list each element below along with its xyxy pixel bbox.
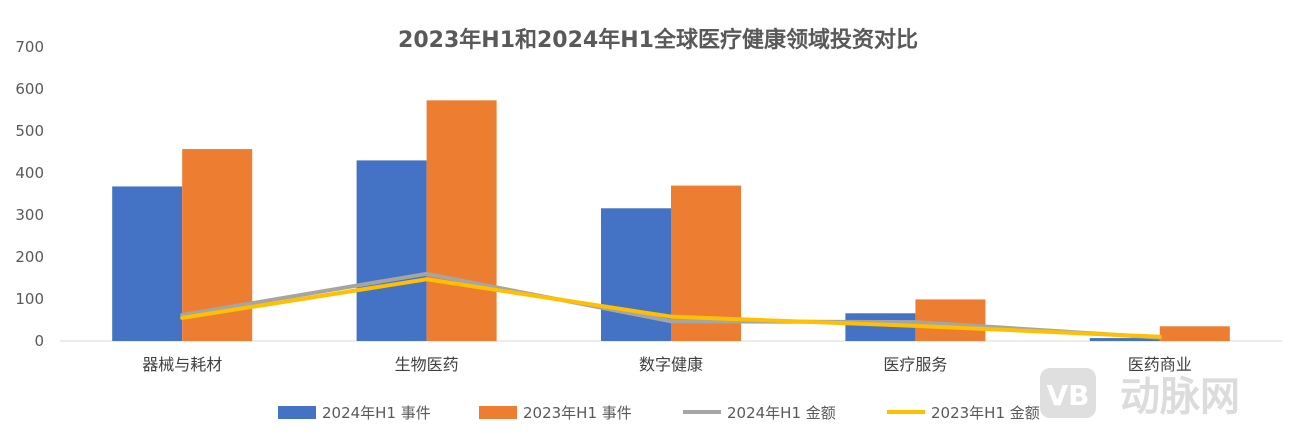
y-tick-label: 400 <box>15 164 44 182</box>
lines <box>180 271 1162 340</box>
watermark-logo-text: VB <box>1046 379 1089 412</box>
x-category-label: 器械与耗材 <box>142 355 222 374</box>
legend-swatch-1 <box>479 406 517 419</box>
x-category-label: 医药商业 <box>1128 355 1192 374</box>
y-tick-label: 500 <box>15 122 44 140</box>
bar-1-1 <box>426 100 497 341</box>
line-series-3 <box>180 277 1162 339</box>
y-tick-label: 600 <box>15 80 44 98</box>
legend-label-1: 2023年H1 事件 <box>523 404 632 422</box>
chart-title: 2023年H1和2024年H1全球医疗健康领域投资对比 <box>398 27 918 53</box>
y-tick-label: 700 <box>15 38 44 56</box>
y-tick-label: 300 <box>15 206 44 224</box>
legend-label-3: 2023年H1 金额 <box>931 404 1040 422</box>
legend-label-2: 2024年H1 金额 <box>727 404 836 422</box>
bar-0-4 <box>1089 338 1160 341</box>
y-tick-label: 100 <box>15 290 44 308</box>
x-category-label: 医疗服务 <box>883 355 947 374</box>
y-tick-label: 0 <box>34 332 44 350</box>
y-tick-label: 200 <box>15 248 44 266</box>
watermark-text: 动脉网 <box>1120 374 1240 420</box>
bar-1-3 <box>915 299 986 341</box>
watermark-logo-icon <box>1040 368 1096 418</box>
legend-swatch-0 <box>278 406 316 419</box>
watermark: VB 动脉网 <box>1040 368 1240 420</box>
legend-label-0: 2024年H1 事件 <box>322 404 431 422</box>
y-axis-ticks: 0 100 200 300 400 500 600 700 <box>15 38 44 350</box>
x-category-label: 生物医药 <box>395 355 459 374</box>
bar-0-0 <box>112 186 183 341</box>
bar-1-4 <box>1159 326 1230 341</box>
legend: 2024年H1 事件 2023年H1 事件 2024年H1 金额 2023年H1 金额 <box>278 404 1040 422</box>
line-series-2 <box>180 271 1162 340</box>
x-category-label: 数字健康 <box>639 355 703 374</box>
bar-0-1 <box>356 160 427 341</box>
x-axis-categories: 器械与耗材 生物医药 数字健康 医疗服务 医药商业 <box>142 355 1192 374</box>
